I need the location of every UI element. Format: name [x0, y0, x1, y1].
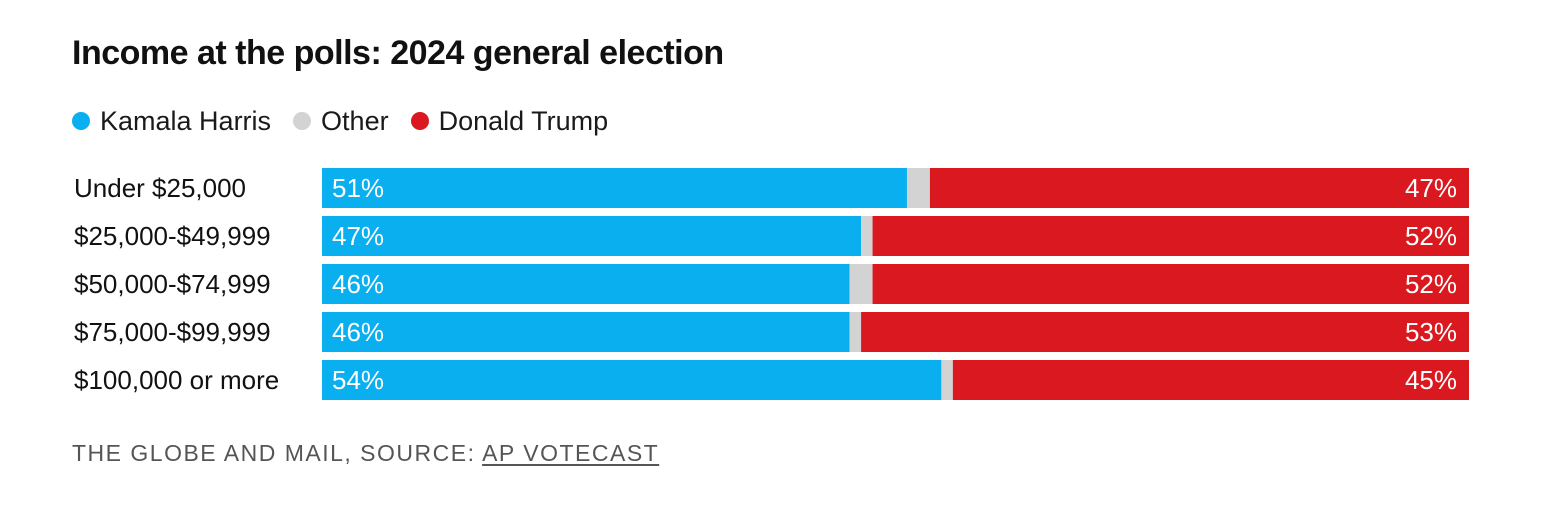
- chart-legend: Kamala Harris Other Donald Trump: [72, 104, 630, 138]
- bar-segment-donald-trump: [861, 312, 1469, 352]
- data-label-donald-trump: 52%: [1405, 221, 1457, 251]
- bar-segment-other: [906, 168, 930, 208]
- data-label-donald-trump: 47%: [1405, 173, 1457, 203]
- category-label: $75,000-$99,999: [74, 317, 271, 347]
- bar-segment-kamala-harris: [322, 312, 850, 352]
- legend-swatch-trump: [410, 112, 429, 130]
- category-label: Under $25,000: [74, 173, 246, 203]
- category-label: $50,000-$74,999: [74, 269, 271, 299]
- legend-label-harris: Kamala Harris: [100, 105, 272, 136]
- bar-segment-other: [849, 264, 873, 304]
- bar-segment-kamala-harris: [322, 264, 850, 304]
- legend-label-trump: Donald Trump: [438, 105, 609, 136]
- bar-segment-donald-trump: [872, 216, 1469, 256]
- source-credit: THE GLOBE AND MAIL, SOURCE: AP VOTECAST: [72, 440, 659, 467]
- bar-segment-kamala-harris: [322, 216, 862, 256]
- bar-segment-donald-trump: [929, 168, 1469, 208]
- legend-label-other: Other: [321, 105, 389, 136]
- bar-segment-kamala-harris: [322, 168, 907, 208]
- category-label: $100,000 or more: [74, 365, 279, 395]
- bar-segment-kamala-harris: [322, 360, 942, 400]
- data-label-donald-trump: 45%: [1405, 365, 1457, 395]
- data-label-kamala-harris: 51%: [332, 173, 384, 203]
- legend-swatch-harris: [72, 112, 90, 130]
- data-label-kamala-harris: 46%: [332, 269, 384, 299]
- source-prefix: THE GLOBE AND MAIL, SOURCE:: [72, 440, 483, 466]
- data-label-kamala-harris: 46%: [332, 317, 384, 347]
- data-label-donald-trump: 53%: [1405, 317, 1457, 347]
- data-label-donald-trump: 52%: [1405, 269, 1457, 299]
- legend-swatch-other: [293, 112, 312, 130]
- bar-segment-other: [861, 216, 873, 256]
- data-label-kamala-harris: 47%: [332, 221, 384, 251]
- category-label: $25,000-$49,999: [74, 221, 271, 251]
- bar-segment-other: [849, 312, 862, 352]
- data-label-kamala-harris: 54%: [332, 365, 384, 395]
- legend-item-trump: Donald Trump: [410, 105, 609, 137]
- bar-segment-donald-trump: [952, 360, 1469, 400]
- source-link[interactable]: AP VOTECAST: [482, 440, 660, 466]
- legend-item-harris: Kamala Harris: [72, 106, 271, 137]
- chart-title: Income at the polls: 2024 general electi…: [72, 34, 724, 72]
- bar-segment-other: [941, 360, 953, 400]
- bar-segment-donald-trump: [872, 264, 1469, 304]
- legend-item-other: Other: [293, 106, 389, 137]
